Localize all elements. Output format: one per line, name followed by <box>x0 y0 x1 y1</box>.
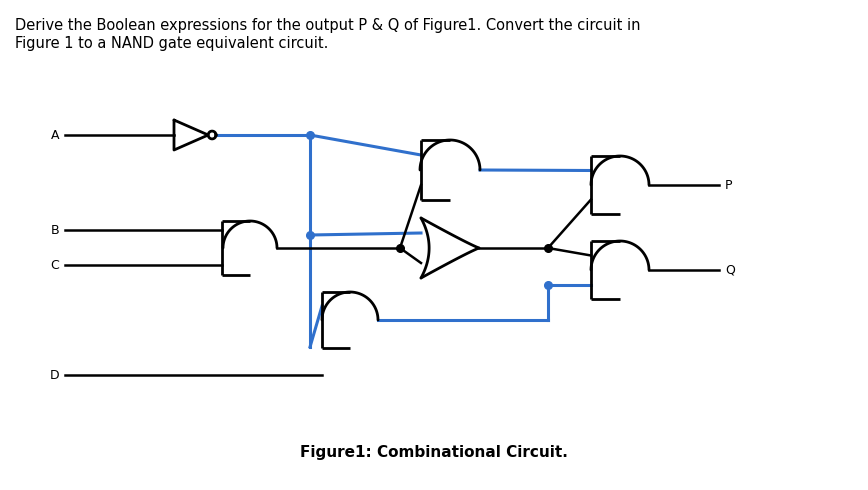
Text: B: B <box>50 223 59 237</box>
Text: Figure 1 to a NAND gate equivalent circuit.: Figure 1 to a NAND gate equivalent circu… <box>15 36 328 51</box>
Text: Figure1: Combinational Circuit.: Figure1: Combinational Circuit. <box>300 444 568 460</box>
Text: Derive the Boolean expressions for the output P & Q of Figure1. Convert the circ: Derive the Boolean expressions for the o… <box>15 18 641 33</box>
Text: D: D <box>49 368 59 382</box>
Text: C: C <box>50 259 59 271</box>
Text: Q: Q <box>725 264 735 276</box>
Text: A: A <box>50 128 59 142</box>
Text: P: P <box>725 178 733 192</box>
